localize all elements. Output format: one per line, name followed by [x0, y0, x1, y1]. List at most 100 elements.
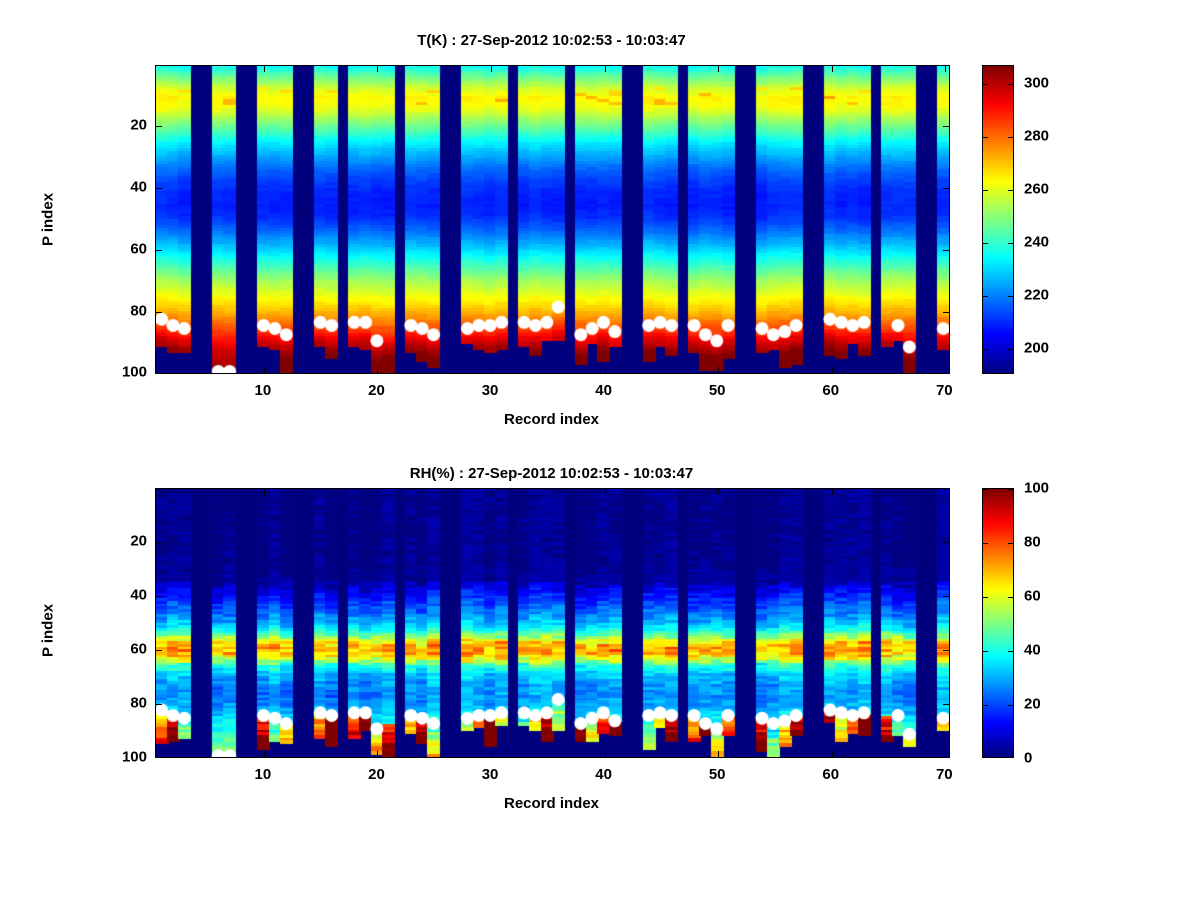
colorbar-tick-mark: [1008, 137, 1013, 139]
x-tick-mark: [718, 367, 720, 373]
x-tick-mark: [491, 751, 493, 757]
colorbar-tick-mark: [983, 489, 988, 490]
panel-relative-humidity: RH(%) : 27-Sep-2012 10:02:53 - 10:03:47 …: [0, 450, 1200, 900]
y-tick-mark: [156, 311, 162, 313]
y-axis-label-temperature: P index: [39, 192, 57, 247]
colorbar-tick-mark: [1008, 651, 1013, 652]
x-tick-label: 60: [822, 766, 840, 783]
x-tick-mark: [604, 367, 606, 373]
colorbar-gradient-relative-humidity: [983, 489, 1013, 757]
y-tick-mark: [156, 249, 162, 251]
y-tick-label: 60: [130, 240, 147, 258]
x-axis-label-temperature: Record index: [503, 411, 600, 428]
colorbar-tick-mark: [983, 705, 988, 706]
x-tick-label: 40: [595, 382, 612, 399]
x-tick-mark: [263, 751, 265, 757]
y-tick-label: 80: [130, 302, 147, 320]
heatmap-axes-temperature: [155, 65, 950, 374]
colorbar-tick-label: 40: [1024, 641, 1041, 659]
x-tick-mark: [491, 66, 493, 72]
y-tick-mark: [943, 649, 949, 651]
x-tick-mark: [831, 489, 833, 495]
x-tick-mark: [377, 367, 379, 373]
x-tick-label: 50: [708, 766, 726, 783]
colorbar-tick-mark: [983, 597, 988, 598]
colorbar-gradient-temperature: [983, 66, 1013, 373]
colorbar-tick-label: 200: [1024, 339, 1050, 357]
x-tick-mark: [377, 751, 379, 757]
x-tick-mark: [604, 66, 606, 72]
y-tick-mark: [156, 649, 162, 651]
colorbar-tick-mark: [1008, 705, 1013, 706]
x-tick-mark: [263, 367, 265, 373]
x-tick-label: 20: [368, 766, 385, 783]
x-tick-mark: [945, 751, 947, 757]
y-tick-mark: [943, 595, 949, 597]
y-tick-label: 20: [130, 116, 147, 134]
colorbar-tick-mark: [983, 651, 988, 652]
x-tick-mark: [718, 751, 720, 757]
y-tick-mark: [156, 188, 162, 190]
x-tick-label: 50: [708, 382, 726, 399]
heatmap-image-temperature: [156, 66, 949, 373]
colorbar-tick-label: 280: [1024, 127, 1050, 145]
x-tick-mark: [263, 66, 265, 72]
x-tick-mark: [945, 489, 947, 495]
colorbar-tick-label: 240: [1024, 233, 1050, 251]
colorbar-tick-label: 220: [1024, 286, 1050, 304]
heatmap-axes-relative-humidity: [155, 488, 950, 758]
y-tick-label: 100: [121, 748, 147, 766]
x-tick-mark: [263, 489, 265, 495]
colorbar-temperature: [982, 65, 1014, 374]
y-tick-label: 40: [130, 586, 147, 604]
x-tick-label: 40: [595, 766, 612, 783]
colorbar-tick-label: 60: [1024, 587, 1041, 605]
y-tick-mark: [943, 126, 949, 128]
x-tick-label: 10: [254, 382, 272, 399]
colorbar-tick-mark: [983, 242, 988, 244]
y-tick-mark: [156, 703, 162, 705]
colorbar-tick-mark: [983, 543, 988, 544]
panel-temperature: T(K) : 27-Sep-2012 10:02:53 - 10:03:47 2…: [39, 32, 1050, 428]
x-tick-mark: [831, 751, 833, 757]
y-tick-label: 80: [130, 694, 147, 712]
y-tick-label: 40: [130, 178, 147, 196]
colorbar-tick-mark: [1008, 543, 1013, 544]
heatmap-image-relative-humidity: [156, 489, 949, 757]
colorbar-tick-mark: [1008, 190, 1013, 192]
x-tick-mark: [831, 66, 833, 72]
colorbar-relative-humidity: [982, 488, 1014, 758]
y-tick-mark: [156, 541, 162, 543]
colorbar-tick-label: 0: [1024, 749, 1033, 767]
x-tick-mark: [831, 367, 833, 373]
x-tick-label: 30: [481, 766, 499, 783]
x-tick-label: 30: [481, 382, 499, 399]
colorbar-tick-label: 20: [1024, 695, 1041, 713]
x-tick-mark: [718, 66, 720, 72]
y-tick-mark: [156, 595, 162, 597]
y-tick-mark: [943, 311, 949, 313]
x-tick-label: 60: [822, 382, 840, 399]
x-tick-label: 20: [368, 382, 385, 399]
colorbar-tick-mark: [983, 348, 988, 350]
x-tick-mark: [604, 489, 606, 495]
y-tick-mark: [943, 188, 949, 190]
y-tick-mark: [943, 373, 949, 374]
y-tick-label: 60: [130, 640, 147, 658]
y-tick-label: 20: [130, 532, 147, 550]
colorbar-tick-mark: [1008, 84, 1013, 86]
x-tick-label: 70: [935, 766, 953, 783]
x-tick-mark: [945, 367, 947, 373]
colorbar-tick-mark: [983, 295, 988, 297]
colorbar-tick-label: 260: [1024, 180, 1050, 198]
x-tick-mark: [377, 489, 379, 495]
colorbar-tick-mark: [983, 84, 988, 86]
x-tick-mark: [604, 751, 606, 757]
colorbar-tick-mark: [983, 137, 988, 139]
x-tick-label: 10: [254, 766, 272, 783]
y-tick-mark: [156, 126, 162, 128]
x-tick-mark: [377, 66, 379, 72]
x-tick-label: 70: [935, 382, 953, 399]
x-tick-mark: [718, 489, 720, 495]
y-axis-label-relative-humidity: P index: [39, 603, 57, 658]
